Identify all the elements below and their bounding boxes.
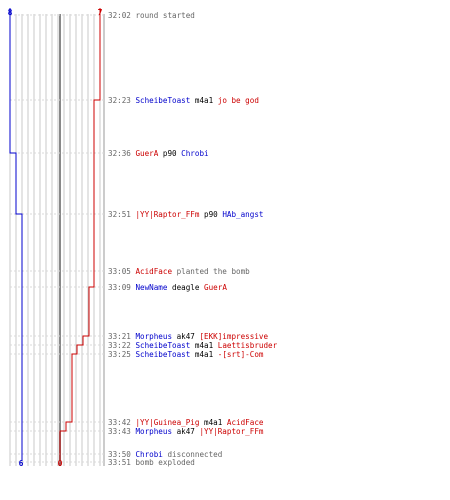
event-weapon: p90 [158,149,181,158]
event-time: 33:21 [108,332,135,341]
timeline-grid [9,14,105,466]
event-time: 33:25 [108,350,135,359]
event-row: 33:25 ScheibeToast m4a1 -[srt]-Com [108,350,264,359]
event-victim: -[srt]-Com [218,350,264,359]
right-team-end-count: 0 [58,459,63,468]
event-time: 32:51 [108,210,135,219]
event-time: 33:09 [108,283,135,292]
right-team-start-count: 7 [98,8,103,17]
event-victim: GuerA [204,283,227,292]
event-weapon: deagle [167,283,204,292]
event-killer: ScheibeToast [135,341,190,350]
event-row: 33:51 bomb exploded [108,458,195,467]
event-killer: NewName [135,283,167,292]
event-time: 32:23 [108,96,135,105]
event-time: 33:22 [108,341,135,350]
event-row: 33:09 NewName deagle GuerA [108,283,227,292]
left-team-end-count: 6 [19,459,24,468]
event-weapon: m4a1 [190,350,217,359]
event-weapon: m4a1 [190,341,217,350]
event-killer: GuerA [135,149,158,158]
event-actor: AcidFace [135,267,172,276]
event-time: 33:43 [108,427,135,436]
event-row: 32:02 round started [108,11,195,20]
event-killer: ScheibeToast [135,96,190,105]
event-text: planted the bomb [172,267,250,276]
event-victim: [EKK]impressive [199,332,268,341]
event-weapon: p90 [199,210,222,219]
event-killer: Morpheus [135,332,172,341]
event-time: 33:50 [108,450,135,459]
event-row: 33:42 |YY|Guinea_Pig m4a1 AcidFace [108,418,264,427]
event-ticks [10,14,106,463]
event-text: bomb exploded [135,458,194,467]
event-time: 33:51 [108,458,135,467]
event-weapon: ak47 [172,427,199,436]
event-weapon: m4a1 [190,96,217,105]
event-time: 33:05 [108,267,135,276]
event-log: 32:02 round started 32:23 ScheibeToast m4… [108,11,278,467]
event-time: 33:42 [108,418,135,427]
event-row: 33:43 Morpheus ak47 |YY|Raptor_FFm [108,427,264,436]
event-victim: HAb_angst [222,210,263,219]
left-team-start-count: 8 [8,8,13,17]
event-row: 33:21 Morpheus ak47 [EKK]impressive [108,332,268,341]
event-actor: Chrobi [135,450,163,459]
event-killer: ScheibeToast [135,350,190,359]
event-killer: Morpheus [135,427,172,436]
event-text: disconnected [163,450,222,459]
event-victim: jo be god [218,96,259,105]
event-victim: |YY|Raptor_FFm [199,427,263,436]
event-text: round started [135,11,194,20]
event-killer: |YY|Guinea_Pig [135,418,199,427]
event-row: 33:05 AcidFace planted the bomb [108,267,250,276]
event-weapon: ak47 [172,332,199,341]
event-row: 32:23 ScheibeToast m4a1 jo be god [108,96,259,105]
event-weapon: m4a1 [199,418,226,427]
event-time: 32:36 [108,149,135,158]
event-row: 33:22 ScheibeToast m4a1 Laettisbruder [108,341,278,350]
left-team-alive-line [9,8,23,460]
event-time: 32:02 [108,11,135,20]
event-victim: Chrobi [181,149,209,158]
right-team-alive-line [59,8,101,460]
event-row: 32:36 GuerA p90 Chrobi [108,149,209,158]
event-row: 33:50 Chrobi disconnected [108,450,222,459]
event-victim: Laettisbruder [218,341,278,350]
event-killer: |YY|Raptor_FFm [135,210,199,219]
event-victim: AcidFace [227,418,264,427]
event-row: 32:51 |YY|Raptor_FFm p90 HAb_angst [108,210,263,219]
